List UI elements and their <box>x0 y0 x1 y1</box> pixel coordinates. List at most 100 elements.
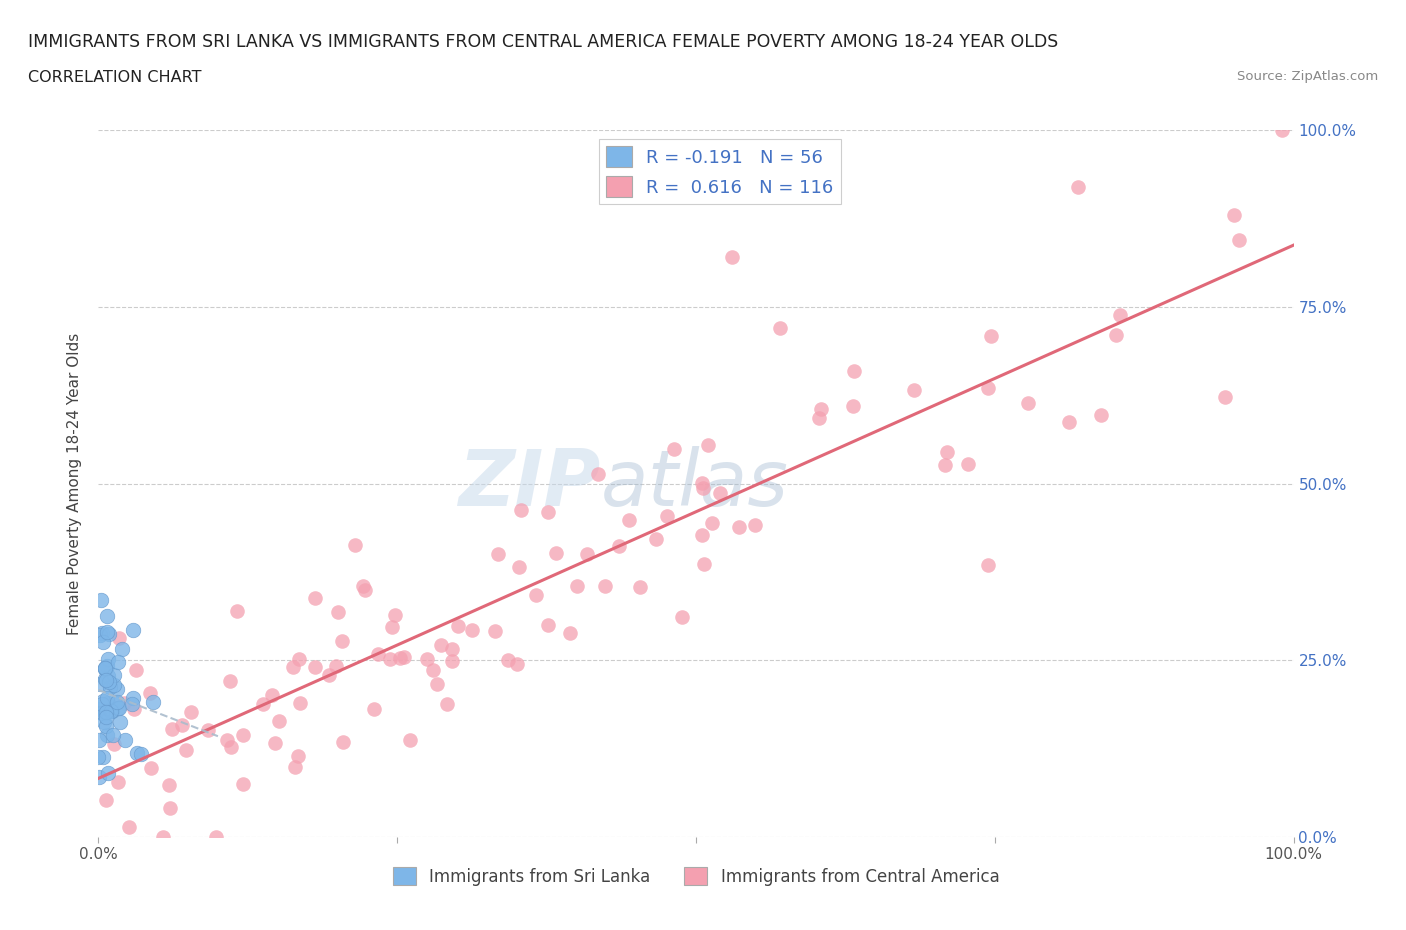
Point <box>125 746 148 761</box>
Point <box>657 508 679 523</box>
Point <box>97 765 120 780</box>
Point <box>1271 123 1294 138</box>
Point <box>105 682 128 697</box>
Point <box>744 518 766 533</box>
Point <box>107 701 129 716</box>
Point <box>1108 308 1130 323</box>
Point <box>810 401 832 416</box>
Point <box>100 703 122 718</box>
Point <box>122 701 145 716</box>
Point <box>104 696 127 711</box>
Point <box>98 680 121 695</box>
Point <box>304 591 326 606</box>
Point <box>108 714 131 729</box>
Point <box>692 556 714 571</box>
Point <box>1067 179 1090 194</box>
Point <box>588 467 610 482</box>
Point <box>768 321 790 336</box>
Point <box>447 618 470 633</box>
Point <box>1090 408 1112 423</box>
Point <box>692 480 714 495</box>
Point <box>94 661 117 676</box>
Point <box>287 749 309 764</box>
Point <box>94 671 117 686</box>
Point <box>125 662 148 677</box>
Point <box>842 364 865 379</box>
Point <box>172 717 194 732</box>
Point <box>89 769 111 784</box>
Point <box>935 445 957 459</box>
Point <box>486 547 509 562</box>
Point <box>96 792 118 807</box>
Point <box>96 625 118 640</box>
Point <box>90 593 112 608</box>
Point <box>107 631 129 645</box>
Point <box>264 736 287 751</box>
Point <box>441 641 464 656</box>
Point <box>232 777 254 791</box>
Point <box>645 531 668 546</box>
Point <box>94 673 117 688</box>
Point <box>1017 396 1039 411</box>
Point <box>152 830 174 844</box>
Point <box>111 642 134 657</box>
Point <box>363 701 385 716</box>
Point <box>108 700 131 715</box>
Point <box>103 668 125 683</box>
Point <box>628 579 651 594</box>
Y-axis label: Female Poverty Among 18-24 Year Olds: Female Poverty Among 18-24 Year Olds <box>67 333 83 635</box>
Legend: Immigrants from Sri Lanka, Immigrants from Central America: Immigrants from Sri Lanka, Immigrants fr… <box>387 861 1005 892</box>
Point <box>576 546 599 561</box>
Point <box>97 669 120 684</box>
Point <box>1105 327 1128 342</box>
Point <box>354 583 377 598</box>
Point <box>332 633 354 648</box>
Point <box>1057 414 1080 429</box>
Point <box>131 747 153 762</box>
Point <box>160 722 183 737</box>
Point <box>509 503 531 518</box>
Point <box>112 696 135 711</box>
Point <box>287 652 309 667</box>
Point <box>508 560 530 575</box>
Text: atlas: atlas <box>600 445 789 522</box>
Point <box>398 733 420 748</box>
Text: Source: ZipAtlas.com: Source: ZipAtlas.com <box>1237 70 1378 83</box>
Point <box>524 588 547 603</box>
Point <box>903 383 925 398</box>
Point <box>121 690 143 705</box>
Point <box>326 604 349 619</box>
Point <box>976 558 998 573</box>
Point <box>139 685 162 700</box>
Point <box>416 651 439 666</box>
Point <box>98 674 121 689</box>
Point <box>565 578 588 593</box>
Point <box>709 485 731 500</box>
Point <box>96 608 118 623</box>
Point <box>174 742 197 757</box>
Point <box>93 714 115 729</box>
Point <box>100 703 122 718</box>
Point <box>325 658 347 673</box>
Point <box>617 512 640 527</box>
Point <box>976 380 998 395</box>
Point <box>94 660 117 675</box>
Point <box>284 760 307 775</box>
Point <box>318 667 340 682</box>
Point <box>422 662 444 677</box>
Point <box>461 622 484 637</box>
Point <box>252 697 274 711</box>
Point <box>1213 390 1236 405</box>
Point <box>157 777 180 792</box>
Point <box>91 634 114 649</box>
Point <box>87 733 110 748</box>
Point <box>426 676 449 691</box>
Point <box>506 657 529 671</box>
Point <box>90 697 112 711</box>
Point <box>89 677 111 692</box>
Point <box>440 653 463 668</box>
Point <box>91 694 114 709</box>
Point <box>662 442 685 457</box>
Point <box>690 527 713 542</box>
Point <box>353 578 375 593</box>
